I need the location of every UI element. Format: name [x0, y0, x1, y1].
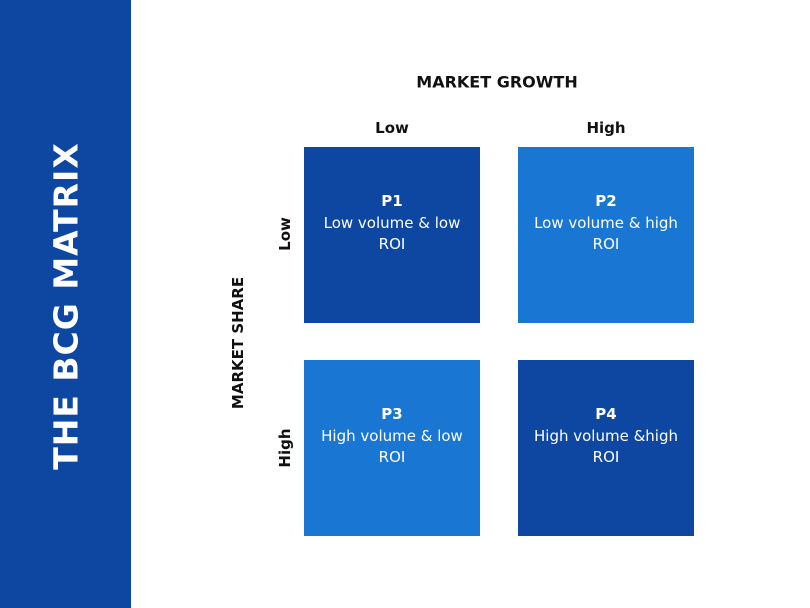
cell-text: High volume &high ROI — [534, 427, 678, 466]
column-label-high: High — [586, 119, 626, 137]
column-label-low: Low — [375, 119, 409, 137]
y-axis-title: MARKET SHARE — [229, 276, 247, 410]
cell-code: P2 — [595, 192, 617, 210]
matrix-cell-p3: P3 High volume & low ROI — [304, 360, 480, 536]
x-axis-title: MARKET GROWTH — [416, 72, 578, 92]
sidebar-title: THE BCG MATRIX — [46, 142, 86, 470]
cell-code: P3 — [381, 405, 403, 423]
cell-text: Low volume & low ROI — [323, 214, 461, 253]
matrix-cell-p4: P4 High volume &high ROI — [518, 360, 694, 536]
matrix-cell-p1: P1 Low volume & low ROI — [304, 147, 480, 323]
cell-code: P4 — [595, 405, 617, 423]
cell-text: Low volume & high ROI — [534, 214, 678, 253]
matrix-cell-p2: P2 Low volume & high ROI — [518, 147, 694, 323]
sidebar: THE BCG MATRIX — [0, 0, 131, 608]
cell-code: P1 — [381, 192, 403, 210]
cell-text: High volume & low ROI — [321, 427, 463, 466]
row-label-low: Low — [276, 217, 294, 251]
row-label-high: High — [276, 428, 294, 468]
